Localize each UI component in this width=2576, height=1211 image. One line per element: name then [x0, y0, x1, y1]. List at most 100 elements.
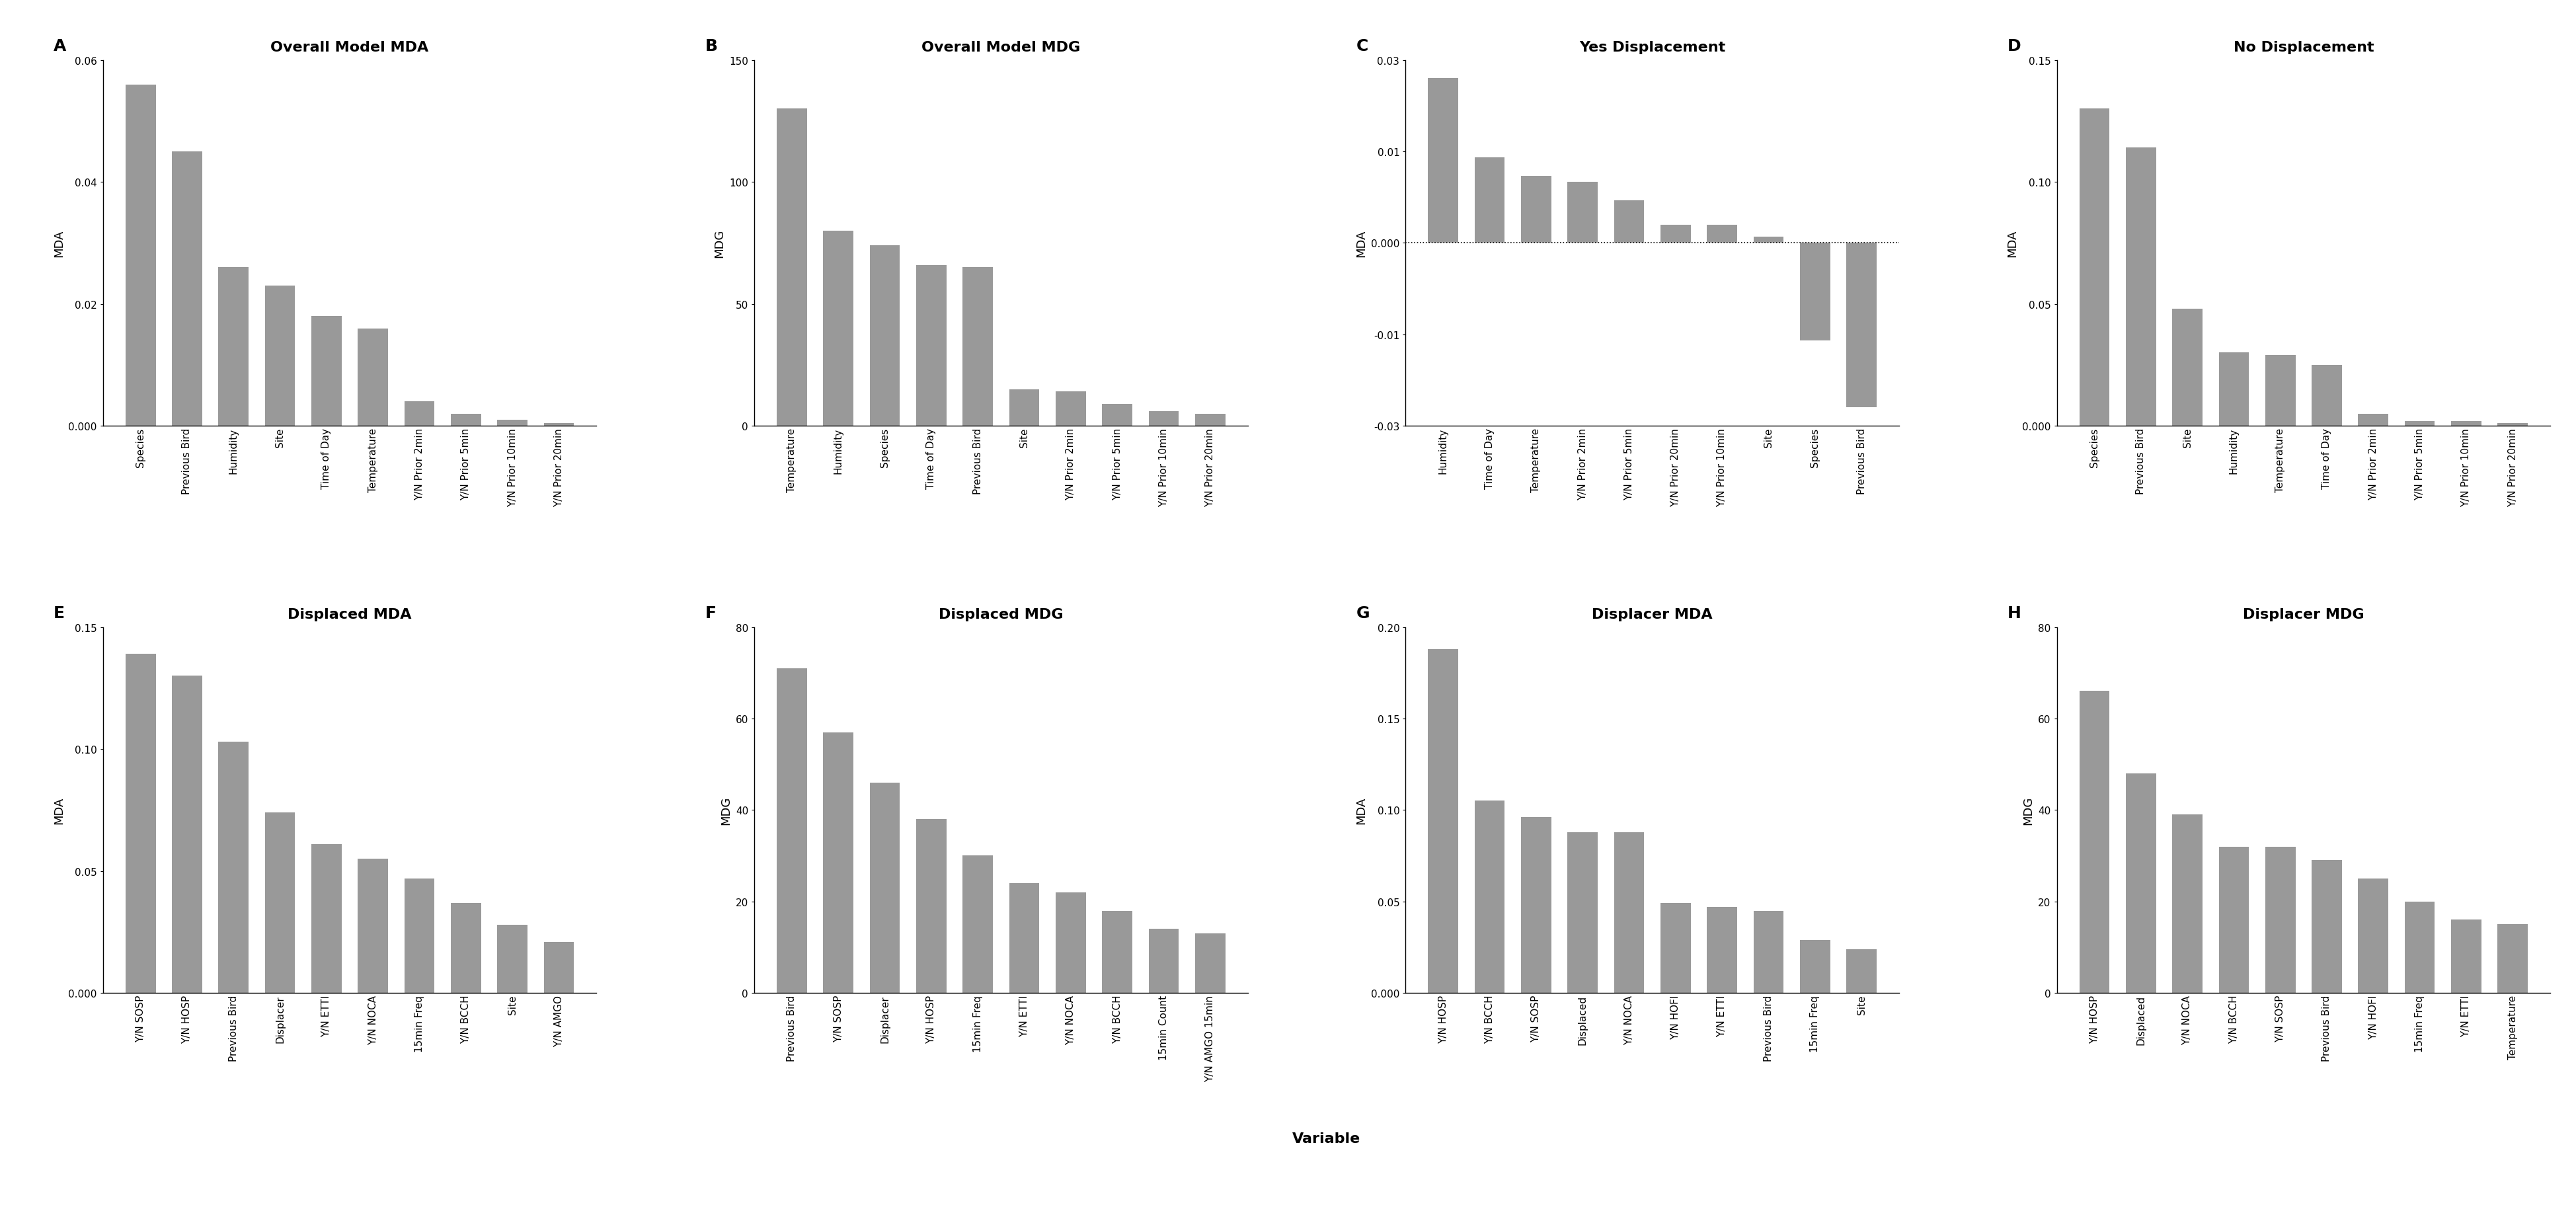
Bar [2172, 309, 2202, 426]
Bar [1149, 929, 1180, 993]
Bar [1056, 392, 1087, 426]
Bar [219, 742, 250, 993]
Bar [312, 844, 343, 993]
Bar [1473, 800, 1504, 993]
Title: Displacer MDG: Displacer MDG [2244, 608, 2365, 621]
Bar [2357, 414, 2388, 426]
Bar [2125, 774, 2156, 993]
Bar [1801, 243, 1829, 342]
Title: Overall Model MDA: Overall Model MDA [270, 41, 428, 54]
Bar [497, 925, 528, 993]
Bar [1615, 832, 1643, 993]
Bar [2403, 421, 2434, 426]
Y-axis label: MDA: MDA [54, 797, 64, 823]
Y-axis label: MDA: MDA [1355, 797, 1368, 823]
Bar [2403, 902, 2434, 993]
Bar [1103, 911, 1133, 993]
Text: F: F [706, 606, 716, 621]
Bar [1662, 225, 1690, 243]
Bar [2499, 424, 2527, 426]
Bar [1708, 225, 1736, 243]
Text: B: B [706, 39, 719, 54]
Bar [2311, 861, 2342, 993]
Title: Displacer MDA: Displacer MDA [1592, 608, 1713, 621]
Bar [1010, 390, 1038, 426]
Title: Displaced MDA: Displaced MDA [289, 608, 412, 621]
Bar [871, 246, 899, 426]
Bar [451, 903, 482, 993]
Bar [1566, 183, 1597, 243]
Bar [1195, 414, 1226, 426]
Y-axis label: MDA: MDA [54, 230, 64, 257]
Bar [824, 733, 853, 993]
Bar [2264, 846, 2295, 993]
Bar [265, 813, 296, 993]
Bar [2218, 846, 2249, 993]
Text: C: C [1355, 39, 1368, 54]
Text: D: D [2007, 39, 2022, 54]
Bar [1427, 649, 1458, 993]
Bar [2079, 109, 2110, 426]
Bar [1847, 243, 1875, 408]
Bar [219, 268, 250, 426]
Bar [1615, 201, 1643, 243]
Bar [963, 268, 992, 426]
Bar [1056, 893, 1087, 993]
Bar [404, 402, 435, 426]
Bar [544, 423, 574, 426]
Bar [2452, 421, 2481, 426]
Bar [2452, 920, 2481, 993]
Bar [824, 231, 853, 426]
Text: H: H [2007, 606, 2022, 621]
Bar [497, 420, 528, 426]
Bar [1708, 907, 1736, 993]
Text: A: A [54, 39, 67, 54]
Text: E: E [54, 606, 64, 621]
Y-axis label: MDG: MDG [2022, 796, 2035, 825]
Y-axis label: MDA: MDA [1355, 230, 1368, 257]
Bar [1195, 934, 1226, 993]
Title: Displaced MDG: Displaced MDG [938, 608, 1064, 621]
Bar [1520, 817, 1551, 993]
Bar [1801, 940, 1829, 993]
Bar [778, 668, 806, 993]
Bar [778, 109, 806, 426]
Y-axis label: MDG: MDG [714, 229, 726, 258]
Bar [1754, 911, 1783, 993]
Bar [173, 676, 201, 993]
Bar [1149, 412, 1180, 426]
Bar [917, 820, 945, 993]
Bar [358, 328, 389, 426]
Bar [917, 265, 945, 426]
Bar [2264, 356, 2295, 426]
Bar [126, 654, 155, 993]
Text: G: G [1355, 606, 1370, 621]
Bar [1566, 832, 1597, 993]
Title: Overall Model MDG: Overall Model MDG [922, 41, 1079, 54]
Bar [544, 942, 574, 993]
Bar [1010, 883, 1038, 993]
Bar [1427, 79, 1458, 243]
Bar [126, 85, 155, 426]
Bar [1520, 177, 1551, 243]
Bar [2172, 815, 2202, 993]
Bar [265, 286, 296, 426]
Bar [1662, 903, 1690, 993]
Bar [1473, 159, 1504, 243]
Bar [1847, 949, 1875, 993]
Bar [2357, 879, 2388, 993]
Bar [2311, 366, 2342, 426]
Bar [963, 856, 992, 993]
Bar [1754, 237, 1783, 243]
Y-axis label: MDA: MDA [2007, 230, 2020, 257]
Bar [358, 859, 389, 993]
Bar [2499, 924, 2527, 993]
Bar [312, 316, 343, 426]
Text: Variable: Variable [1293, 1132, 1360, 1144]
Bar [2079, 691, 2110, 993]
Bar [451, 414, 482, 426]
Bar [2218, 354, 2249, 426]
Bar [871, 782, 899, 993]
Title: Yes Displacement: Yes Displacement [1579, 41, 1726, 54]
Bar [404, 878, 435, 993]
